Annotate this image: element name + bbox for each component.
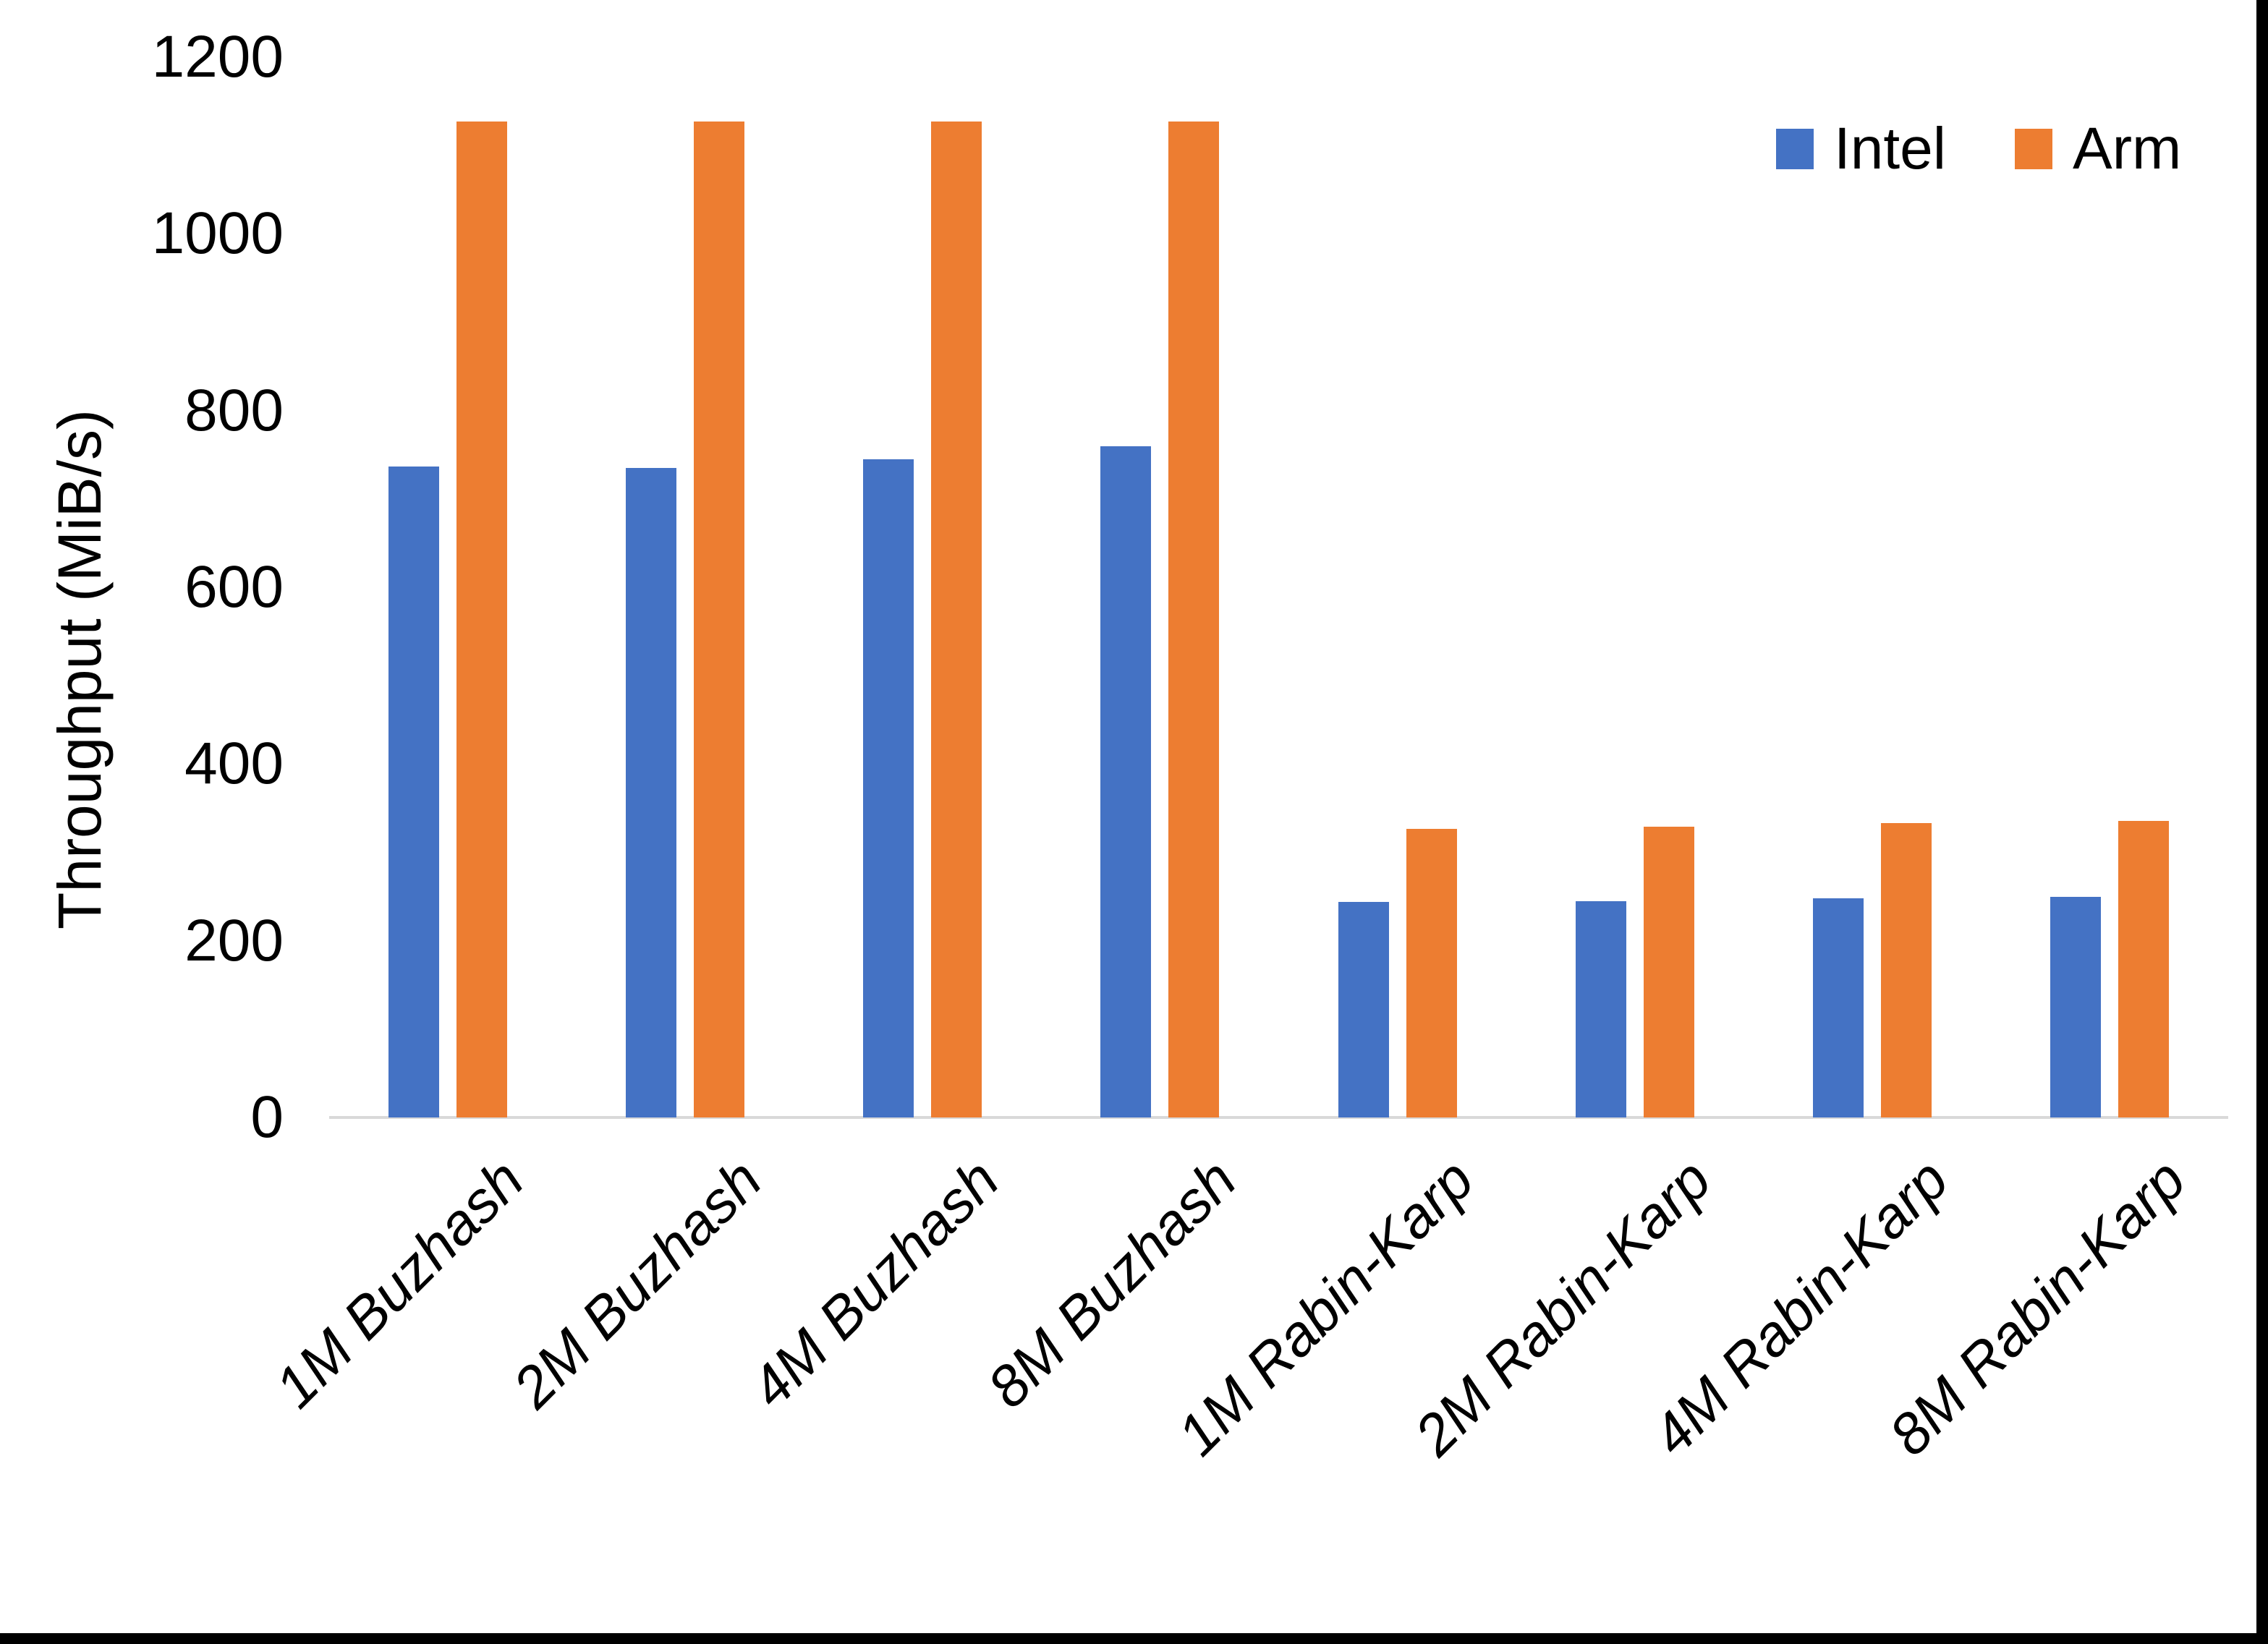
y-axis-tick-label-0: 0 bbox=[250, 1084, 284, 1150]
y-axis-tick-label-800: 800 bbox=[184, 377, 284, 443]
y-axis-tick-label-400: 400 bbox=[184, 731, 284, 797]
y-axis-tick-label-1000: 1000 bbox=[151, 200, 284, 267]
bar-intel-1m-rabin-karp bbox=[1338, 902, 1389, 1117]
legend: Intel Arm bbox=[1776, 119, 2181, 179]
y-axis-tick-label-200: 200 bbox=[184, 907, 284, 974]
bar-arm-8m-buzhash bbox=[1168, 122, 1219, 1117]
bar-intel-1m-buzhash bbox=[388, 467, 439, 1117]
x-axis-baseline bbox=[329, 1116, 2228, 1119]
bar-arm-1m-buzhash bbox=[456, 122, 507, 1117]
y-axis-title-text: Throughput (MiB/s) bbox=[45, 409, 114, 929]
screenshot-bottom-border bbox=[0, 1633, 2268, 1644]
legend-swatch-intel-icon bbox=[1776, 129, 1814, 169]
legend-label-arm: Arm bbox=[2073, 116, 2182, 182]
y-axis-tick-label-1200: 1200 bbox=[151, 24, 284, 90]
y-axis-tick-label-600: 600 bbox=[184, 554, 284, 620]
bar-intel-8m-buzhash bbox=[1100, 446, 1151, 1117]
bar-intel-4m-buzhash bbox=[863, 459, 914, 1117]
x-axis-label-4m-buzhash: 4M Buzhash bbox=[737, 1146, 1011, 1421]
bar-arm-4m-buzhash bbox=[931, 122, 982, 1117]
legend-swatch-arm-icon bbox=[2015, 129, 2052, 169]
bar-arm-1m-rabin-karp bbox=[1406, 829, 1457, 1117]
bar-arm-8m-rabin-karp bbox=[2118, 821, 2169, 1117]
bar-arm-4m-rabin-karp bbox=[1881, 823, 1932, 1117]
bar-intel-8m-rabin-karp bbox=[2050, 897, 2101, 1117]
x-axis-label-1m-buzhash: 1M Buzhash bbox=[263, 1146, 536, 1421]
bar-intel-2m-buzhash bbox=[626, 468, 676, 1117]
screenshot-right-border bbox=[2256, 0, 2268, 1644]
bar-intel-4m-rabin-karp bbox=[1813, 898, 1864, 1117]
legend-item-intel: Intel bbox=[1776, 119, 1946, 179]
bar-intel-2m-rabin-karp bbox=[1576, 901, 1626, 1117]
x-axis-label-2m-buzhash: 2M Buzhash bbox=[500, 1146, 773, 1421]
bar-arm-2m-buzhash bbox=[694, 122, 744, 1117]
bar-arm-2m-rabin-karp bbox=[1644, 827, 1694, 1117]
legend-item-arm: Arm bbox=[2015, 119, 2181, 179]
legend-label-intel: Intel bbox=[1834, 116, 1946, 182]
